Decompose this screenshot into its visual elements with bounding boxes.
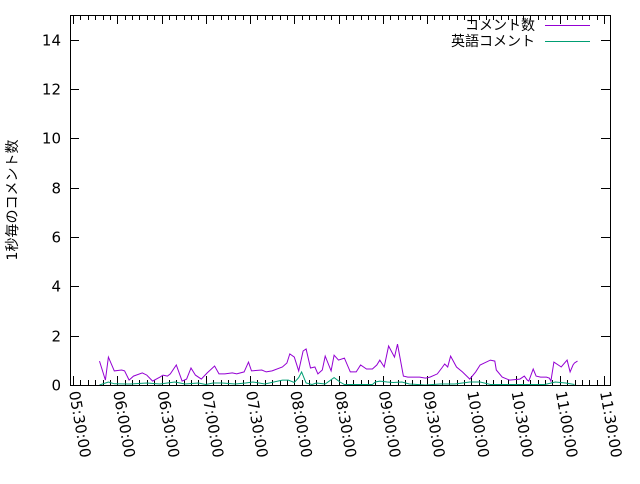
x-tick-label: 06:30:00 (154, 390, 183, 459)
y-tick-label: 6 (51, 229, 61, 247)
x-tick-label: 07:30:00 (242, 390, 271, 459)
y-tick-label: 10 (42, 130, 61, 148)
y-tick-labels: 0 2 4 6 8 10 12 14 (42, 32, 61, 395)
axis-ticks (70, 15, 610, 386)
x-tick-label: 10:00:00 (463, 390, 492, 459)
x-tick-label: 08:30:00 (331, 390, 360, 459)
legend: コメント数 英語コメント (451, 18, 590, 50)
x-tick-labels: 05:30:00 06:00:00 06:30:00 07:00:00 07:30:00… (65, 390, 625, 459)
x-tick-label: 10:30:00 (508, 390, 537, 459)
x-tick-label: 11:00:00 (552, 390, 581, 459)
legend-label-comments: コメント数 (465, 18, 535, 34)
x-tick-label: 11:30:00 (596, 390, 625, 459)
x-tick-label: 06:00:00 (109, 390, 138, 459)
legend-label-english-comments: 英語コメント (451, 33, 535, 50)
x-tick-label: 09:00:00 (375, 390, 404, 459)
y-tick-label: 12 (42, 81, 61, 99)
y-tick-label: 0 (51, 377, 61, 395)
y-axis-label: 1秒毎のコメント数 (5, 140, 21, 261)
plot-frame (71, 16, 611, 386)
x-tick-label: 09:30:00 (419, 390, 448, 459)
x-tick-label: 07:00:00 (198, 390, 227, 459)
y-tick-label: 4 (51, 278, 61, 296)
x-tick-label: 08:00:00 (286, 390, 315, 459)
y-tick-label: 8 (51, 180, 61, 198)
y-tick-label: 2 (51, 328, 61, 346)
series-line-0 (100, 344, 578, 381)
x-tick-label: 05:30:00 (65, 390, 94, 459)
series-lines (100, 344, 578, 385)
y-tick-label: 14 (42, 32, 61, 50)
